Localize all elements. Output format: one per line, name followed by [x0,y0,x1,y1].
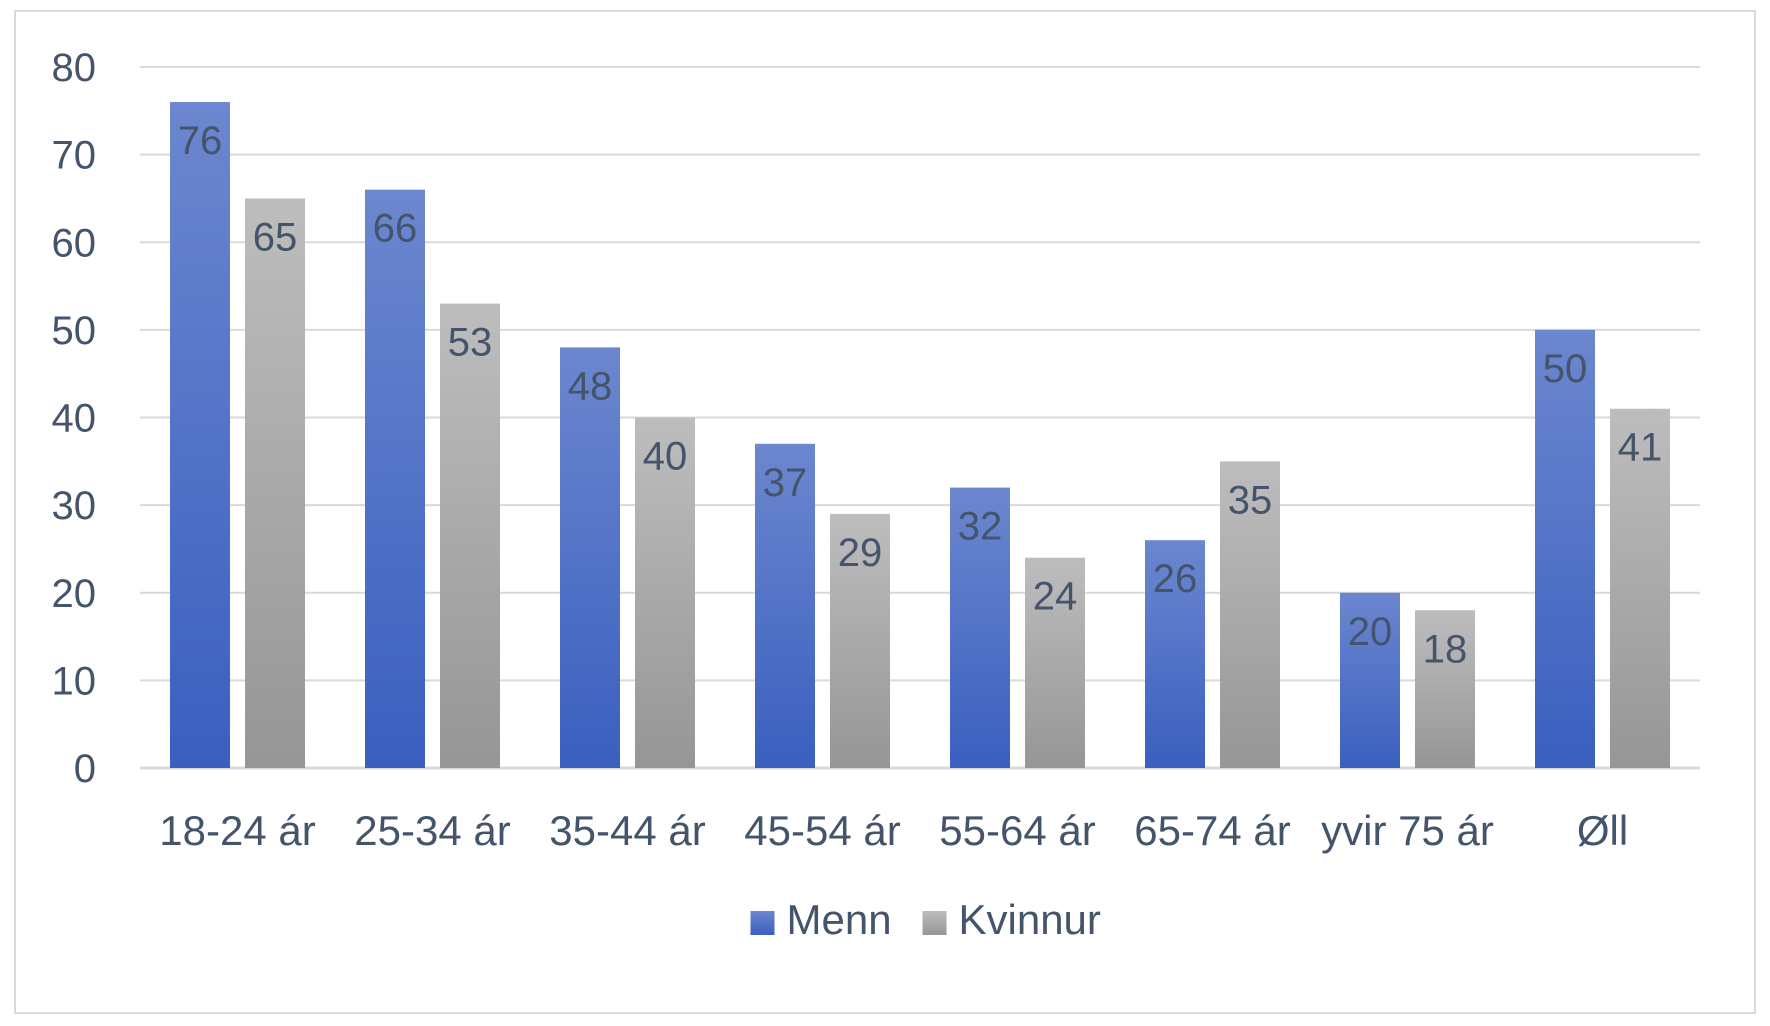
data-label-menn-35-44-r: 48 [568,364,613,408]
y-axis-tick-labels: 0 10 20 30 40 50 60 70 80 [52,46,97,791]
bar-kvinnur-55-64-r [1025,557,1085,768]
data-label-kvinnur-18-24-r: 65 [253,215,298,259]
x-tick-label-18-24-r: 18-24 ár [159,807,315,854]
y-tick-label-40: 40 [52,397,97,441]
x-tick-label-øll: Øll [1577,807,1628,854]
legend-item-kvinnur: Kvinnur [922,896,1101,943]
data-label-menn-65-74-r: 26 [1153,557,1198,601]
legend-item-menn: Menn [750,896,892,943]
legend-label-menn: Menn [787,896,892,943]
y-tick-label-70: 70 [52,134,97,178]
bar-kvinnur-45-54-r [830,513,890,768]
bar-menn-65-74-r [1145,540,1205,768]
data-label-kvinnur-65-74-r: 35 [1228,478,1273,522]
x-tick-label-yvir-75-r: yvir 75 ár [1321,807,1494,854]
x-tick-label-65-74-r: 65-74 ár [1134,807,1290,854]
bar-menn-yvir-75-r [1340,592,1400,768]
legend-swatch-kvinnur [922,911,947,935]
data-label-menn-45-54-r: 37 [763,461,808,505]
x-tick-label-35-44-r: 35-44 ár [549,807,705,854]
legend: Menn Kvinnur [750,896,1101,943]
data-label-kvinnur-55-64-r: 24 [1033,575,1078,619]
data-label-kvinnur-25-34-r: 53 [448,321,493,365]
data-labels: 76 65 66 53 48 40 37 29 32 24 26 35 20 18 50 41 [178,119,1663,671]
bar-kvinnur-yvir-75-r [1415,610,1475,768]
x-axis-category-labels: 18-24 ár 25-34 ár 35-44 ár 45-54 ár 55-64 ár… [159,807,1628,854]
legend-label-kvinnur: Kvinnur [959,896,1101,943]
bar-menn-45-54-r [755,443,815,768]
y-tick-label-0: 0 [74,747,96,791]
data-label-kvinnur-45-54-r: 29 [838,531,883,575]
data-label-menn-øll: 50 [1543,347,1588,391]
y-tick-label-60: 60 [52,221,97,265]
bar-menn-35-44-r [560,347,620,768]
y-tick-label-50: 50 [52,309,97,353]
y-tick-label-30: 30 [52,484,97,528]
bar-kvinnur-18-24-r [245,198,305,768]
data-label-menn-55-64-r: 32 [958,505,1003,549]
data-label-menn-18-24-r: 76 [178,119,223,163]
bar-menn-18-24-r [170,102,230,769]
bar-menn-55-64-r [950,487,1010,768]
legend-swatch-menn [750,911,775,935]
data-label-kvinnur-35-44-r: 40 [643,435,688,479]
data-label-kvinnur-øll: 41 [1618,426,1663,470]
data-label-kvinnur-yvir-75-r: 18 [1423,627,1468,671]
bars [170,102,1670,769]
y-tick-label-10: 10 [52,659,97,703]
x-tick-label-45-54-r: 45-54 ár [744,807,900,854]
x-tick-label-55-64-r: 55-64 ár [939,807,1095,854]
y-tick-label-20: 20 [52,572,97,616]
x-tick-label-25-34-r: 25-34 ár [354,807,510,854]
bar-menn-25-34-r [365,189,425,769]
y-tick-label-80: 80 [52,46,97,90]
bar-kvinnur-25-34-r [440,303,500,768]
data-label-menn-25-34-r: 66 [373,207,418,251]
data-label-menn-yvir-75-r: 20 [1348,610,1393,654]
bar-kvinnur-øll [1610,408,1670,768]
bar-kvinnur-35-44-r [635,417,695,768]
bar-kvinnur-65-74-r [1220,461,1280,768]
bar-menn-øll [1535,329,1595,768]
